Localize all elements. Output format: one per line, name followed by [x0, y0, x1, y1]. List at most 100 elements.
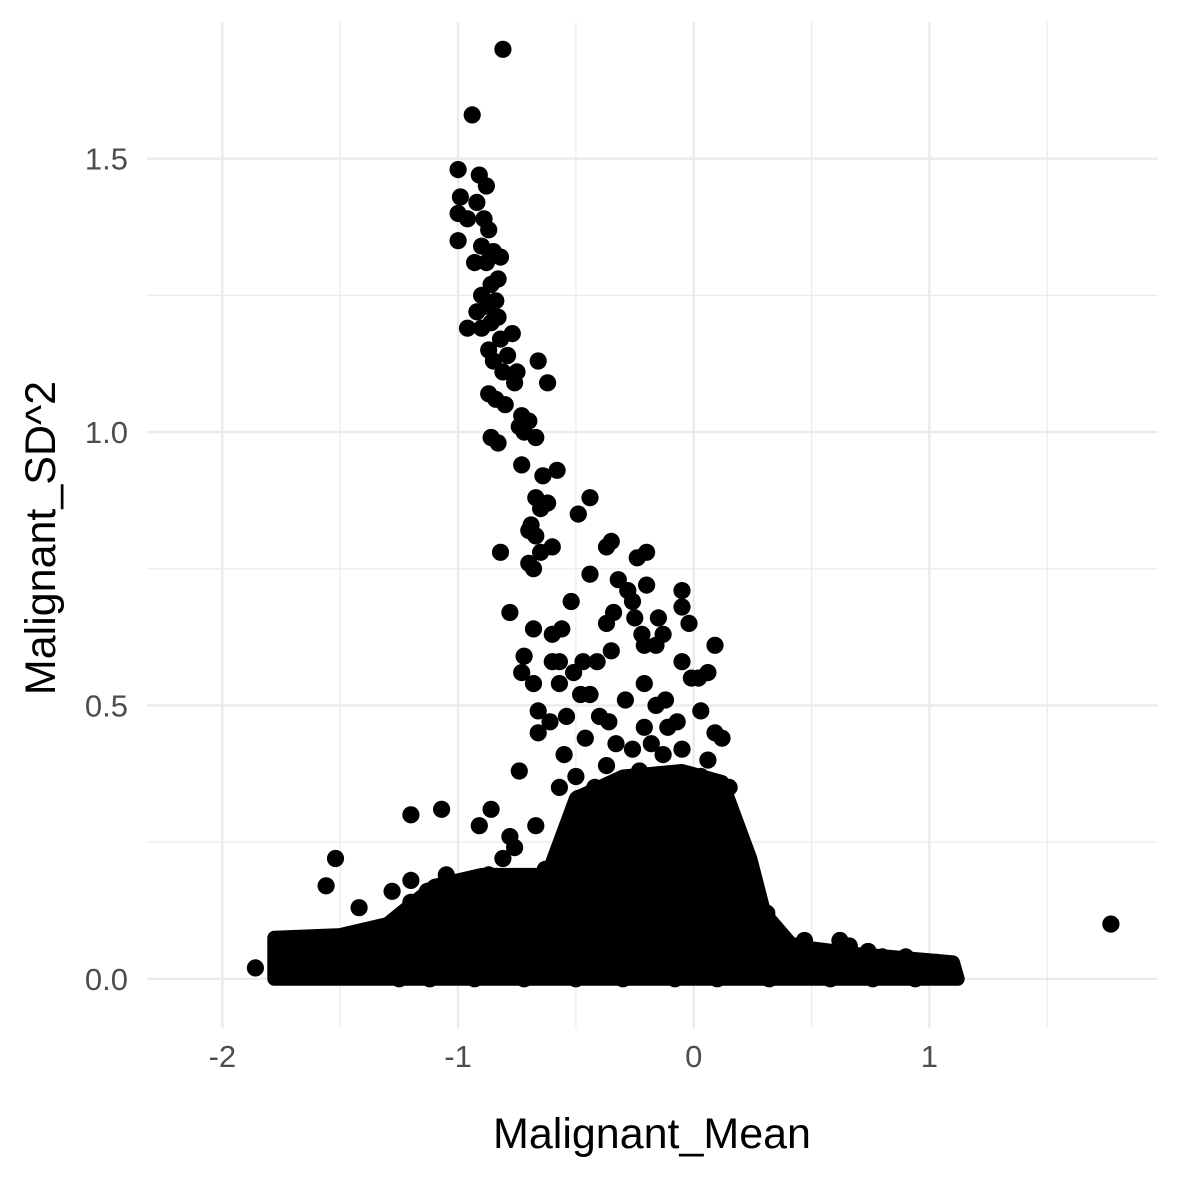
- data-point: [597, 538, 616, 556]
- data-point: [640, 784, 658, 802]
- data-point: [706, 888, 724, 906]
- y-tick-label: 0.0: [85, 962, 128, 997]
- data-point: [548, 849, 566, 868]
- data-point: [541, 713, 559, 731]
- data-point: [746, 877, 764, 895]
- data-point: [666, 970, 684, 988]
- data-point: [708, 970, 726, 988]
- data-point: [706, 636, 724, 654]
- data-point: [543, 964, 561, 982]
- data-point: [619, 795, 637, 813]
- data-point: [687, 833, 705, 851]
- data-point: [642, 937, 660, 955]
- data-point: [581, 844, 599, 862]
- data-point: [536, 860, 554, 879]
- data-point: [649, 910, 668, 928]
- data-point: [480, 221, 498, 239]
- data-point: [451, 188, 469, 206]
- data-point: [548, 461, 566, 479]
- data-point: [501, 603, 519, 622]
- data-point: [642, 735, 660, 753]
- data-point: [425, 915, 444, 933]
- data-point: [779, 959, 797, 977]
- data-point: [673, 598, 691, 616]
- data-point: [692, 959, 710, 977]
- data-point: [616, 691, 635, 709]
- data-point: [840, 937, 858, 955]
- data-point: [635, 675, 653, 693]
- data-point: [505, 839, 524, 857]
- data-point: [477, 910, 495, 928]
- data-point: [491, 926, 510, 944]
- data-point: [510, 899, 528, 917]
- data-point: [821, 970, 840, 988]
- data-point: [555, 746, 573, 764]
- data-point: [680, 614, 698, 633]
- data-point: [402, 959, 420, 977]
- data-point: [638, 576, 656, 594]
- data-point: [284, 948, 302, 966]
- data-point: [649, 609, 668, 627]
- data-point: [1102, 915, 1120, 933]
- data-point: [473, 319, 491, 337]
- data-point: [588, 653, 606, 671]
- y-tick-labels: 0.0 0.5 1.0 1.5: [85, 142, 128, 997]
- data-point: [673, 582, 691, 600]
- data-point: [616, 839, 635, 857]
- data-point: [414, 904, 432, 922]
- data-point: [572, 685, 590, 704]
- data-point: [635, 718, 653, 736]
- data-point: [614, 970, 632, 988]
- data-point: [713, 729, 731, 747]
- y-tick-label: 0.5: [85, 688, 128, 723]
- data-point: [633, 964, 651, 982]
- data-point: [729, 893, 748, 911]
- data-point: [503, 942, 521, 961]
- data-point: [692, 767, 710, 786]
- data-point: [649, 839, 668, 857]
- data-point: [619, 904, 637, 922]
- data-point: [527, 817, 545, 835]
- data-point: [725, 828, 743, 846]
- data-point: [795, 931, 814, 950]
- data-point: [758, 904, 776, 922]
- data-point: [246, 959, 264, 977]
- data-point: [477, 254, 495, 272]
- data-point: [421, 970, 439, 988]
- data-point: [609, 931, 627, 950]
- data-point: [317, 877, 335, 895]
- data-point: [878, 964, 896, 982]
- data-point: [499, 346, 517, 365]
- data-point: [369, 921, 387, 939]
- data-point: [534, 467, 552, 485]
- data-point: [850, 959, 868, 977]
- data-point: [449, 161, 467, 179]
- data-point: [491, 248, 510, 266]
- data-point: [628, 549, 646, 567]
- data-point: [704, 855, 722, 873]
- data-point: [303, 942, 321, 961]
- data-point: [557, 707, 576, 726]
- data-point: [527, 527, 545, 545]
- data-point: [524, 560, 543, 578]
- data-point: [689, 669, 708, 687]
- data-point: [496, 396, 514, 414]
- data-point: [687, 942, 705, 961]
- data-point: [666, 822, 684, 840]
- data-point: [527, 428, 545, 447]
- data-point: [491, 543, 510, 561]
- data-point: [722, 964, 741, 982]
- data-point: [602, 642, 620, 660]
- data-point: [463, 106, 481, 124]
- data-point: [635, 855, 653, 873]
- data-point: [944, 962, 962, 980]
- data-point: [623, 948, 642, 966]
- data-point: [543, 625, 561, 643]
- data-point: [402, 806, 420, 824]
- data-point: [689, 904, 708, 922]
- data-point: [576, 806, 594, 824]
- data-point: [520, 915, 538, 933]
- data-point: [713, 910, 731, 928]
- data-point: [482, 893, 500, 911]
- data-point: [326, 849, 345, 868]
